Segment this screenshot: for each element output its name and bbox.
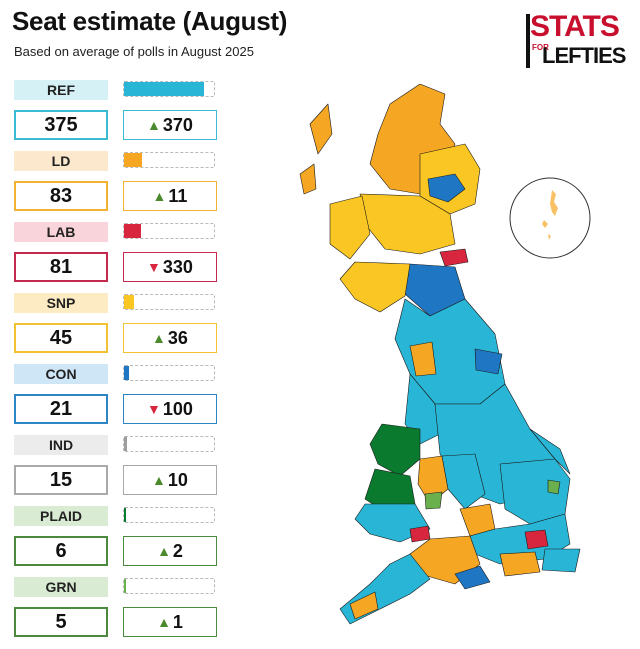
up-triangle-icon: ▲ <box>157 614 171 630</box>
seat-change-value: 330 <box>162 257 193 277</box>
party-label: GRN <box>14 577 108 597</box>
uk-constituency-map <box>299 84 581 625</box>
region-cardiff-lab <box>409 525 431 543</box>
party-label: PLAID <box>14 506 108 526</box>
chart-title: Seat estimate (August) <box>12 6 288 36</box>
party-row-con: CON 21 ▼ 100 <box>14 364 224 436</box>
seat-share-bar <box>124 224 142 238</box>
seat-share-bar <box>124 437 128 451</box>
seat-share-bar <box>124 579 126 593</box>
seat-count: 83 <box>14 181 108 211</box>
party-label: LD <box>14 151 108 171</box>
region-lake-district-ld <box>409 341 437 377</box>
party-row-snp: SNP 45 ▲ 36 <box>14 293 224 365</box>
seat-share-track <box>123 81 215 97</box>
inset-circle <box>509 177 591 259</box>
party-row-ref: REF 375 ▲ 370 <box>14 80 224 152</box>
region-north-wales <box>369 423 421 477</box>
up-triangle-icon: ▲ <box>152 330 166 346</box>
seat-share-bar <box>124 508 126 522</box>
logo-stats-text: STATS <box>530 10 620 43</box>
seat-change: ▲ 370 <box>123 110 217 140</box>
party-row-ld: LD 83 ▲ 11 <box>14 151 224 223</box>
region-kent <box>541 548 581 573</box>
up-triangle-icon: ▲ <box>152 188 167 204</box>
chart-subtitle: Based on average of polls in August 2025 <box>14 44 254 59</box>
party-row-lab: LAB 81 ▼ 330 <box>14 222 224 294</box>
party-row-grn: GRN 5 ▲ 1 <box>14 577 224 649</box>
up-triangle-icon: ▲ <box>147 117 161 133</box>
seat-change-value: 36 <box>167 328 188 348</box>
up-triangle-icon: ▲ <box>157 543 171 559</box>
logo-bar <box>526 14 530 68</box>
seat-share-bar <box>124 366 129 380</box>
seat-count: 81 <box>14 252 108 282</box>
seat-count: 375 <box>14 110 108 140</box>
region-southeast-ld <box>499 551 541 577</box>
seat-change-value: 2 <box>172 541 183 561</box>
seat-share-track <box>123 578 215 594</box>
down-triangle-icon: ▼ <box>147 259 161 275</box>
seat-count: 5 <box>14 607 108 637</box>
party-row-plaid: PLAID 6 ▲ 2 <box>14 506 224 578</box>
seat-share-track <box>123 223 215 239</box>
region-norfolk-green <box>547 479 561 495</box>
up-triangle-icon: ▲ <box>152 472 166 488</box>
region-lincolnshire-coast <box>529 428 571 475</box>
shetland-inset-map <box>509 177 591 259</box>
seat-change-value: 10 <box>167 470 188 490</box>
seat-share-track <box>123 152 215 168</box>
region-dorset-con <box>454 565 491 590</box>
region-london <box>524 529 549 550</box>
seat-change: ▲ 10 <box>123 465 217 495</box>
region-cornwall-ld <box>349 591 379 620</box>
region-west-midlands <box>441 453 486 510</box>
seat-count: 6 <box>14 536 108 566</box>
region-southwest-scotland <box>339 261 411 313</box>
seat-share-track <box>123 507 215 523</box>
region-argyll-west <box>329 195 371 260</box>
seat-share-track <box>123 294 215 310</box>
party-label: SNP <box>14 293 108 313</box>
logo-lefties-text: LEFTIES <box>542 43 626 68</box>
region-northwest-england <box>404 373 441 445</box>
seat-change: ▼ 330 <box>123 252 217 282</box>
down-triangle-icon: ▼ <box>147 401 161 417</box>
seat-change: ▲ 36 <box>123 323 217 353</box>
party-label: IND <box>14 435 108 455</box>
seat-change: ▼ 100 <box>123 394 217 424</box>
seat-change-value: 370 <box>162 115 193 135</box>
seat-count: 21 <box>14 394 108 424</box>
seat-change: ▲ 2 <box>123 536 217 566</box>
region-north-yorkshire-con <box>474 348 503 375</box>
region-green-bristol <box>424 491 443 510</box>
party-label: LAB <box>14 222 108 242</box>
shetland-islands <box>542 190 558 240</box>
seat-count: 15 <box>14 465 108 495</box>
region-aberdeenshire-con <box>427 173 466 203</box>
seat-change-value: 100 <box>162 399 193 419</box>
seat-share-bar <box>124 82 205 96</box>
seat-share-bar <box>124 153 142 167</box>
seat-share-track <box>123 436 215 452</box>
seat-count: 45 <box>14 323 108 353</box>
region-scotland-northwest-isles <box>299 103 333 195</box>
region-east-anglia <box>499 458 571 525</box>
seat-share-track <box>123 365 215 381</box>
party-label: REF <box>14 80 108 100</box>
party-row-ind: IND 15 ▲ 10 <box>14 435 224 507</box>
seat-change-value: 11 <box>168 186 188 206</box>
seat-share-bar <box>124 295 134 309</box>
stats-for-lefties-logo: STATS FOR LEFTIES <box>524 12 626 72</box>
party-label: CON <box>14 364 108 384</box>
region-edinburgh-lab <box>439 248 469 267</box>
seat-change: ▲ 1 <box>123 607 217 637</box>
seat-change: ▲ 11 <box>123 181 217 211</box>
logo-for-text: FOR <box>532 43 549 52</box>
seat-change-value: 1 <box>172 612 183 632</box>
